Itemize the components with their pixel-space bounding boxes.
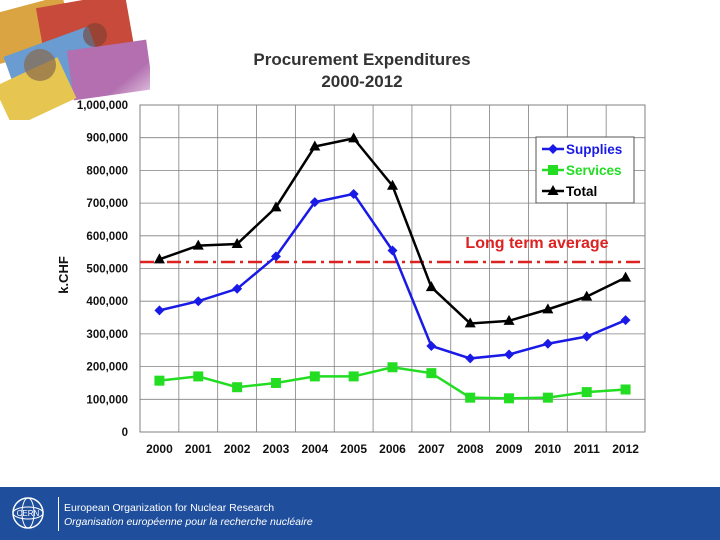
data-point-total [231, 237, 243, 248]
y-tick-label: 200,000 [86, 362, 128, 374]
y-tick-label: 100,000 [86, 394, 128, 406]
data-point-supplies [542, 338, 553, 349]
y-tick-label: 700,000 [86, 198, 128, 210]
y-axis-label: k.CHF [56, 256, 71, 294]
data-point-supplies [581, 331, 592, 342]
data-point-services [465, 392, 476, 403]
data-point-total [425, 281, 437, 292]
x-tick-label: 2007 [418, 442, 445, 456]
data-point-supplies [154, 305, 165, 316]
legend-marker-supplies [548, 144, 558, 154]
y-tick-label: 600,000 [86, 231, 128, 243]
data-point-total [387, 179, 398, 190]
data-point-total [620, 271, 632, 282]
data-point-total [192, 239, 204, 250]
y-tick-label: 1,000,000 [77, 100, 128, 112]
data-point-total [309, 140, 321, 151]
y-tick-label: 400,000 [86, 296, 128, 308]
series-services [154, 362, 631, 404]
data-point-services [620, 384, 631, 395]
data-point-supplies [270, 251, 281, 262]
y-tick-label: 0 [122, 427, 128, 439]
data-point-supplies [232, 283, 243, 294]
svg-text:CERN: CERN [17, 509, 40, 518]
y-tick-label: 900,000 [86, 133, 128, 145]
data-point-services [270, 377, 281, 388]
data-point-supplies [387, 245, 398, 256]
data-point-total [542, 303, 554, 314]
legend-label-total: Total [566, 184, 597, 199]
x-tick-label: 2002 [224, 442, 251, 456]
x-tick-label: 2001 [185, 442, 212, 456]
data-point-services [542, 392, 553, 403]
data-point-total [581, 290, 593, 301]
data-point-supplies [465, 353, 476, 364]
x-tick-label: 2012 [612, 442, 639, 456]
x-tick-label: 2004 [301, 442, 328, 456]
legend-marker-services [548, 165, 558, 175]
legend-marker-total [547, 185, 559, 195]
x-tick-label: 2003 [263, 442, 290, 456]
data-point-supplies [426, 340, 437, 351]
y-tick-label: 300,000 [86, 329, 128, 341]
x-tick-label: 2008 [457, 442, 484, 456]
series-total [153, 132, 632, 328]
x-tick-label: 2005 [340, 442, 367, 456]
data-point-total [270, 201, 282, 212]
data-point-services [581, 387, 592, 398]
x-tick-labels: 2000 2001 2002 2003 2004 2005 2006 2007 2008 2009… [146, 442, 639, 456]
data-point-supplies [309, 197, 320, 208]
data-point-total [503, 314, 515, 325]
legend[interactable]: Supplies Services Total [535, 136, 635, 204]
x-tick-label: 2006 [379, 442, 406, 456]
data-point-services [348, 371, 359, 382]
reference-line-label: Long term average [465, 235, 608, 252]
series-group [153, 132, 632, 404]
data-point-total [348, 132, 360, 143]
data-point-supplies [504, 349, 515, 360]
data-point-services [193, 371, 204, 382]
data-point-total [153, 253, 165, 264]
chart-title: Procurement Expenditures [253, 50, 470, 69]
data-point-services [387, 362, 398, 373]
banknote-image [0, 0, 150, 120]
chart-subtitle: 2000-2012 [321, 72, 402, 91]
data-point-services [154, 375, 165, 386]
legend-label-services: Services [566, 163, 622, 178]
y-tick-label: 800,000 [86, 165, 128, 177]
data-point-services [426, 368, 437, 379]
data-point-total [464, 317, 476, 328]
series-supplies [154, 188, 631, 364]
footer-bar: CERN European Organization for Nuclear R… [0, 487, 720, 540]
x-tick-label: 2009 [496, 442, 523, 456]
legend-label-supplies: Supplies [566, 142, 622, 157]
x-tick-label: 2000 [146, 442, 173, 456]
x-tick-label: 2011 [574, 442, 600, 456]
y-tick-labels: 0 100,000 200,000 300,000 400,000 500,000 600,… [77, 100, 128, 439]
x-tick-label: 2010 [535, 442, 562, 456]
data-point-services [504, 393, 515, 404]
data-point-supplies [193, 296, 204, 307]
chart: Procurement Expenditures 2000-2012 0 100,… [56, 50, 646, 456]
data-point-supplies [620, 315, 631, 326]
footer-divider [58, 497, 59, 531]
data-point-services [309, 371, 320, 382]
cern-logo-icon: CERN [12, 497, 44, 529]
footer-org-name-fr: Organisation européenne pour la recherch… [64, 516, 313, 528]
footer-org-name-en: European Organization for Nuclear Resear… [64, 502, 275, 514]
y-tick-label: 500,000 [86, 264, 128, 276]
data-point-services [232, 382, 243, 393]
data-point-supplies [348, 188, 359, 199]
